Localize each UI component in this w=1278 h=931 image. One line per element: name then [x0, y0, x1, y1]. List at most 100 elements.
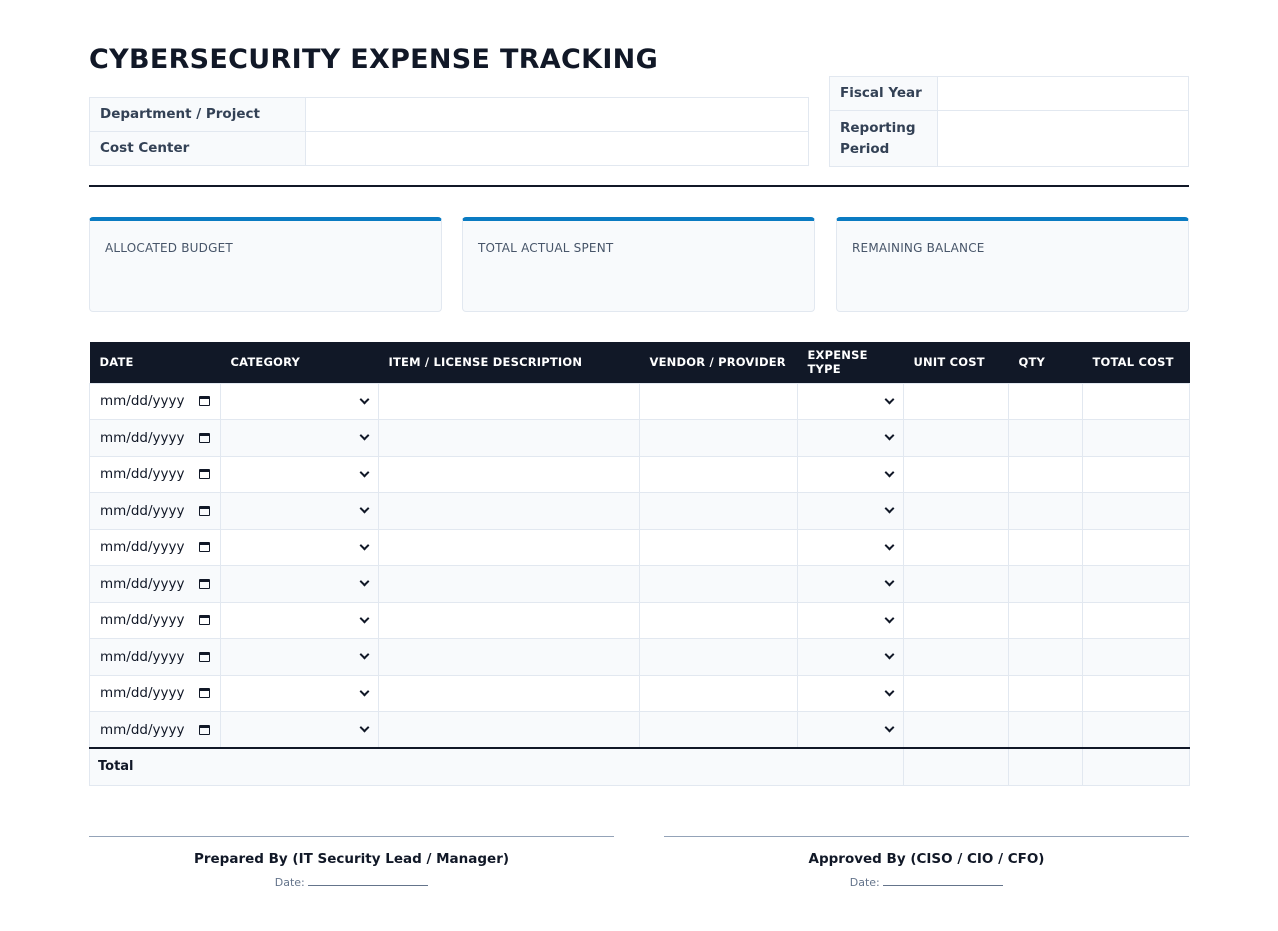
- calendar-icon[interactable]: [199, 542, 210, 553]
- total-cost-input[interactable]: [1082, 492, 1190, 530]
- expense-type-select[interactable]: [797, 601, 904, 639]
- total-cost-input[interactable]: [1082, 455, 1190, 493]
- expense-type-select[interactable]: [797, 711, 904, 749]
- category-select[interactable]: [220, 382, 379, 420]
- category-select[interactable]: [220, 601, 379, 639]
- calendar-icon[interactable]: [199, 578, 210, 589]
- qty-input[interactable]: [1008, 565, 1083, 603]
- item-description-input[interactable]: [378, 419, 640, 457]
- total-cost-input[interactable]: [1082, 711, 1190, 749]
- category-select[interactable]: [220, 674, 379, 712]
- item-description-input[interactable]: [378, 528, 640, 566]
- item-description-input[interactable]: [378, 455, 640, 493]
- vendor-input[interactable]: [639, 601, 798, 639]
- qty-input[interactable]: [1008, 711, 1083, 749]
- total-cost-input[interactable]: [1082, 638, 1190, 676]
- approved-by-signature: Approved By (CISO / CIO / CFO) Date:: [664, 836, 1189, 889]
- chevron-down-icon: [359, 430, 370, 441]
- qty-input[interactable]: [1008, 492, 1083, 530]
- unit-cost-input[interactable]: [903, 382, 1009, 420]
- category-select[interactable]: [220, 419, 379, 457]
- date-input[interactable]: mm/dd/yyyy: [89, 528, 221, 566]
- qty-input[interactable]: [1008, 419, 1083, 457]
- expense-type-select[interactable]: [797, 382, 904, 420]
- unit-cost-input[interactable]: [903, 455, 1009, 493]
- calendar-icon[interactable]: [199, 432, 210, 443]
- item-description-input[interactable]: [378, 638, 640, 676]
- item-description-input[interactable]: [378, 711, 640, 749]
- date-input[interactable]: mm/dd/yyyy: [89, 565, 221, 603]
- vendor-input[interactable]: [639, 638, 798, 676]
- calendar-icon[interactable]: [199, 615, 210, 626]
- vendor-input[interactable]: [639, 711, 798, 749]
- qty-input[interactable]: [1008, 455, 1083, 493]
- calendar-icon[interactable]: [199, 396, 210, 407]
- unit-cost-input[interactable]: [903, 674, 1009, 712]
- total-cost-input[interactable]: [1082, 565, 1190, 603]
- calendar-icon[interactable]: [199, 724, 210, 735]
- unit-cost-input[interactable]: [903, 528, 1009, 566]
- category-select[interactable]: [220, 455, 379, 493]
- qty-input[interactable]: [1008, 638, 1083, 676]
- calendar-icon[interactable]: [199, 505, 210, 516]
- category-select[interactable]: [220, 528, 379, 566]
- qty-input[interactable]: [1008, 382, 1083, 420]
- cost-center-field[interactable]: [306, 132, 808, 165]
- expense-type-select[interactable]: [797, 638, 904, 676]
- category-select[interactable]: [220, 638, 379, 676]
- vendor-input[interactable]: [639, 419, 798, 457]
- vendor-input[interactable]: [639, 455, 798, 493]
- reporting-period-field[interactable]: [938, 111, 1188, 166]
- total-cost-input[interactable]: [1082, 528, 1190, 566]
- prepared-by-date-line[interactable]: [308, 876, 429, 886]
- vendor-input[interactable]: [639, 382, 798, 420]
- date-input[interactable]: mm/dd/yyyy: [89, 638, 221, 676]
- item-description-input[interactable]: [378, 674, 640, 712]
- vendor-input[interactable]: [639, 565, 798, 603]
- calendar-icon[interactable]: [199, 469, 210, 480]
- department-field[interactable]: [306, 98, 808, 131]
- approved-by-date-line[interactable]: [883, 876, 1004, 886]
- unit-cost-input[interactable]: [903, 419, 1009, 457]
- expense-type-select[interactable]: [797, 419, 904, 457]
- item-description-input[interactable]: [378, 601, 640, 639]
- qty-input[interactable]: [1008, 674, 1083, 712]
- item-description-input[interactable]: [378, 382, 640, 420]
- category-select[interactable]: [220, 711, 379, 749]
- category-select[interactable]: [220, 565, 379, 603]
- vendor-input[interactable]: [639, 492, 798, 530]
- date-input[interactable]: mm/dd/yyyy: [89, 674, 221, 712]
- date-placeholder: mm/dd/yyyy: [100, 685, 185, 702]
- fiscal-year-field[interactable]: [938, 77, 1188, 110]
- date-input[interactable]: mm/dd/yyyy: [89, 601, 221, 639]
- expense-type-select[interactable]: [797, 565, 904, 603]
- date-input[interactable]: mm/dd/yyyy: [89, 419, 221, 457]
- calendar-icon[interactable]: [199, 688, 210, 699]
- unit-cost-input[interactable]: [903, 601, 1009, 639]
- calendar-icon[interactable]: [199, 651, 210, 662]
- vendor-input[interactable]: [639, 674, 798, 712]
- expense-type-select[interactable]: [797, 528, 904, 566]
- unit-cost-input[interactable]: [903, 565, 1009, 603]
- total-cost-input[interactable]: [1082, 382, 1190, 420]
- date-input[interactable]: mm/dd/yyyy: [89, 711, 221, 749]
- total-cost-input[interactable]: [1082, 419, 1190, 457]
- qty-input[interactable]: [1008, 528, 1083, 566]
- vendor-input[interactable]: [639, 528, 798, 566]
- expense-type-select[interactable]: [797, 455, 904, 493]
- unit-cost-input[interactable]: [903, 711, 1009, 749]
- qty-input[interactable]: [1008, 601, 1083, 639]
- total-cost-input[interactable]: [1082, 601, 1190, 639]
- item-description-input[interactable]: [378, 565, 640, 603]
- category-select[interactable]: [220, 492, 379, 530]
- date-input[interactable]: mm/dd/yyyy: [89, 382, 221, 420]
- date-input[interactable]: mm/dd/yyyy: [89, 455, 221, 493]
- project-info-table: Department / Project Cost Center: [89, 97, 809, 166]
- date-input[interactable]: mm/dd/yyyy: [89, 492, 221, 530]
- item-description-input[interactable]: [378, 492, 640, 530]
- expense-type-select[interactable]: [797, 674, 904, 712]
- unit-cost-input[interactable]: [903, 492, 1009, 530]
- unit-cost-input[interactable]: [903, 638, 1009, 676]
- total-cost-input[interactable]: [1082, 674, 1190, 712]
- expense-type-select[interactable]: [797, 492, 904, 530]
